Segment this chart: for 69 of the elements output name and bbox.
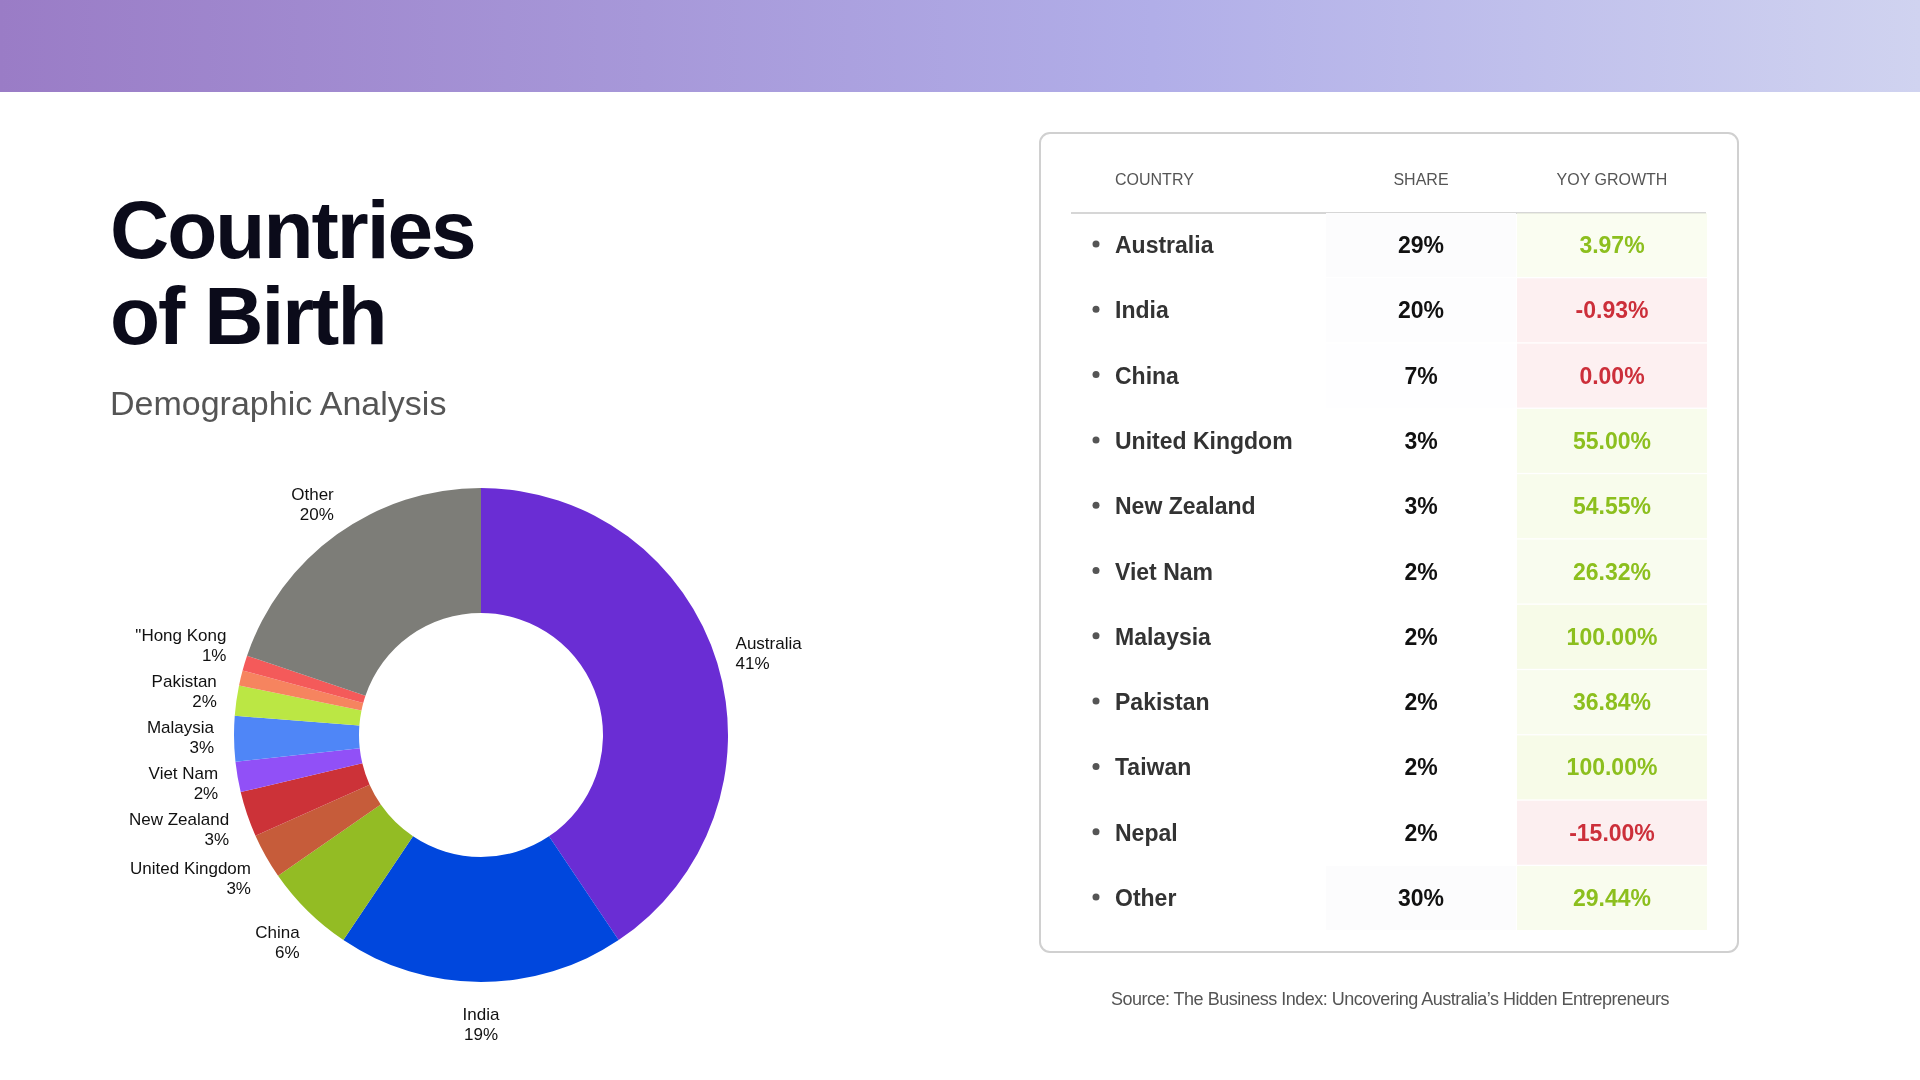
data-label: 2% (192, 692, 217, 712)
data-label: 0.00% (1579, 362, 1645, 389)
x-tick-label: SHARE (1393, 171, 1449, 188)
y-tick-label: Pakistan (1115, 689, 1210, 716)
data-label: 29.44% (1572, 885, 1652, 911)
data-label: 3% (1404, 427, 1438, 454)
data-label: 2% (1404, 689, 1438, 716)
data-label: 3% (204, 830, 230, 850)
slice-label: United Kingdom (130, 858, 251, 878)
y-tick-label: Taiwan (1115, 754, 1192, 781)
y-tick-label: United Kingdom (1115, 427, 1293, 454)
y-tick-label: Australia (1115, 232, 1214, 258)
donut-slice (481, 488, 728, 941)
slice-label: China (255, 922, 301, 942)
data-label: 3% (189, 738, 215, 758)
data-label: 2% (1404, 558, 1438, 585)
data-label: 29% (1397, 232, 1445, 258)
chart-title: Countries of Birth (110, 184, 475, 361)
data-label: 2% (1404, 819, 1438, 846)
data-label: 100.00% (1566, 754, 1658, 781)
donut-slice (247, 488, 481, 696)
slice-label: Viet Nam (148, 764, 219, 784)
data-label: 3% (226, 878, 251, 898)
donut-slice (240, 763, 370, 836)
y-tick-label: Other (1115, 885, 1177, 911)
data-label: 20% (299, 504, 334, 524)
data-label: 2% (193, 784, 219, 804)
data-label: 3% (1404, 493, 1438, 520)
donut-slice (234, 685, 362, 726)
data-label: -0.93% (1575, 297, 1649, 324)
y-tick-label: New Zealand (1115, 493, 1256, 520)
data-label: 19% (463, 1025, 499, 1044)
donut-slice (343, 836, 619, 982)
donut-slice (234, 715, 360, 762)
data-label: 54.55% (1572, 493, 1652, 520)
data-label: 3.97% (1579, 232, 1645, 258)
slice-label: "Hong Kong (135, 626, 227, 646)
donut-slice (255, 784, 381, 876)
donut-slice (235, 748, 363, 793)
data-label: 41% (735, 654, 770, 674)
x-tick-label: YOY GROWTH (1556, 171, 1668, 188)
data-label: 30% (1397, 885, 1445, 911)
data-label: -15.00% (1569, 819, 1655, 846)
y-axis-title: COUNTRY (1115, 171, 1195, 188)
slice-label: India (462, 1005, 500, 1024)
data-label: 6% (275, 942, 300, 962)
data-label: 100.00% (1566, 623, 1658, 650)
data-label: 2% (1404, 754, 1438, 781)
y-tick-label: Nepal (1115, 819, 1178, 846)
y-tick-label: Malaysia (1115, 623, 1212, 650)
data-label: 1% (201, 646, 227, 666)
y-tick-label: Viet Nam (1115, 558, 1214, 585)
data-label: 2% (1404, 623, 1438, 650)
slice-label: New Zealand (129, 810, 230, 830)
slice-label: Pakistan (151, 672, 217, 692)
data-label: 36.84% (1572, 689, 1652, 716)
y-tick-label: India (1115, 297, 1169, 324)
data-label: 26.32% (1572, 558, 1652, 585)
slice-label: Malaysia (146, 718, 215, 738)
chart-subtitle: Demographic Analysis (110, 384, 447, 422)
slice-label: Australia (735, 634, 803, 654)
donut-slice (239, 670, 364, 711)
data-label: 20% (1397, 297, 1445, 324)
data-label: 7% (1404, 362, 1438, 389)
slice-label: Other (291, 484, 335, 504)
data-label: 55.00% (1572, 427, 1652, 454)
donut-slice (242, 655, 366, 704)
y-tick-label: China (1115, 362, 1180, 389)
source-note: Source: The Business Index: Uncovering Australia’s Hidden Entrepreneurs (1110, 989, 1670, 1009)
